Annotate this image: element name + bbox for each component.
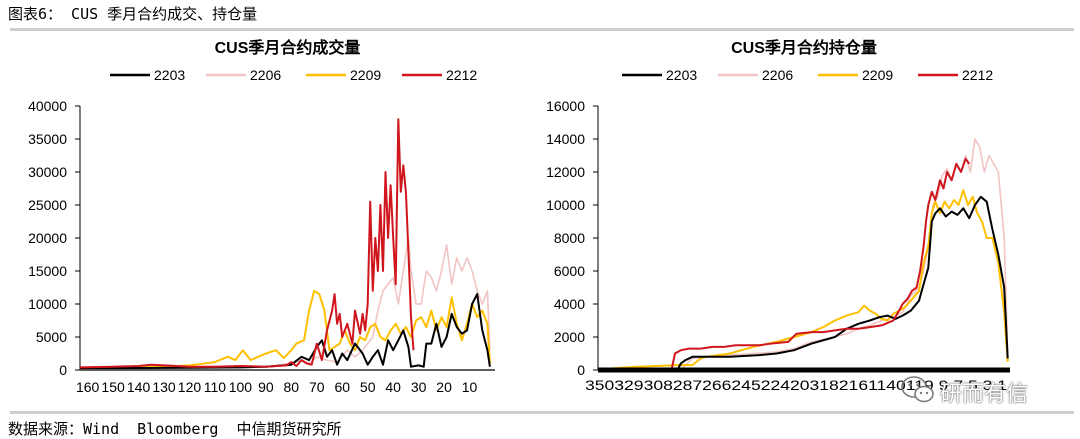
- y-tick-label: 6000: [554, 263, 585, 279]
- chart-title: CUS季月合约持仓量: [731, 38, 877, 57]
- y-tick-label: 20000: [28, 230, 67, 246]
- legend-label-2209: 2209: [350, 67, 381, 83]
- x-tick-label: 150: [101, 379, 125, 395]
- series-line-2206: [79, 237, 491, 370]
- x-tick-label: 60: [334, 379, 350, 395]
- y-tick-label: 4000: [554, 296, 585, 312]
- x-tick-label: 80: [284, 379, 300, 395]
- legend-label-2203: 2203: [666, 67, 697, 83]
- series-line-2209: [79, 289, 491, 369]
- y-tick-label: 5000: [36, 329, 67, 345]
- x-tick-label: 90: [258, 379, 274, 395]
- series-line-2203: [80, 293, 491, 369]
- x-tick-label: 70: [309, 379, 325, 395]
- legend-label-2206: 2206: [250, 67, 281, 83]
- y-tick-label: 8000: [554, 230, 585, 246]
- x-tick-label: 140: [127, 379, 151, 395]
- y-tick-label: 35000: [28, 131, 67, 147]
- y-tick-label: 14000: [546, 131, 585, 147]
- chart-title: CUS季月合约成交量: [215, 38, 361, 57]
- x-tick-label: 100: [229, 379, 253, 395]
- watermark: 研而有信: [898, 372, 1048, 408]
- x-tick-label: 40: [385, 379, 401, 395]
- x-tick-label: 120: [178, 379, 202, 395]
- series-line-2212: [79, 118, 415, 369]
- x-tick-label: 30: [411, 379, 427, 395]
- bottom-rule: [10, 411, 1074, 414]
- x-tick-label: 110: [204, 379, 227, 395]
- x-tick-label: 130: [152, 379, 176, 395]
- x-tick-label: 10: [462, 379, 478, 395]
- legend-label-2203: 2203: [154, 67, 185, 83]
- y-tick-label: 2000: [554, 329, 585, 345]
- y-tick-label: 40000: [28, 98, 67, 114]
- series-line-2212: [598, 157, 971, 371]
- y-tick-label: 10000: [28, 296, 67, 312]
- y-tick-label: 0: [577, 362, 585, 378]
- y-tick-label: 0: [59, 362, 67, 378]
- wechat-icon: [901, 376, 934, 403]
- y-tick-label: 16000: [546, 98, 585, 114]
- legend-label-2212: 2212: [962, 67, 993, 83]
- source-note: 数据来源：Wind Bloomberg 中信期货研究所: [8, 420, 342, 438]
- x-tick-label: 50: [360, 379, 376, 395]
- y-tick-label: 30000: [28, 164, 67, 180]
- top-rule: [10, 28, 1074, 31]
- legend-label-2209: 2209: [862, 67, 893, 83]
- figure-title: 图表6： CUS 季月合约成交、持仓量: [8, 5, 258, 23]
- legend-label-2212: 2212: [446, 67, 477, 83]
- y-tick-label: 12000: [546, 164, 585, 180]
- y-tick-label: 10000: [546, 197, 585, 213]
- series-line-2203: [598, 195, 1009, 371]
- x-tick-label: 20: [436, 379, 452, 395]
- legend-label-2206: 2206: [762, 67, 793, 83]
- y-tick-label: 25000: [28, 197, 67, 213]
- y-tick-label: 15000: [28, 263, 67, 279]
- x-tick-label: 160: [76, 379, 100, 395]
- watermark-text: 研而有信: [940, 382, 1029, 407]
